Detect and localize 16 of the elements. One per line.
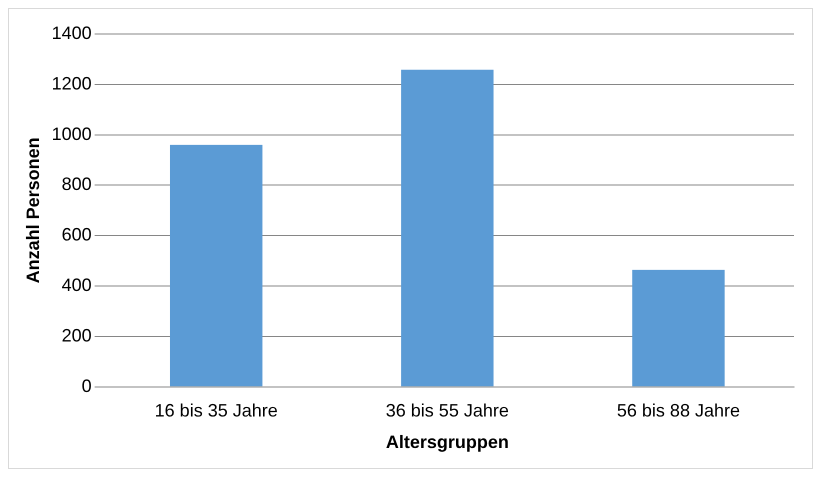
x-tick-label: 16 bis 35 Jahre [154,400,278,421]
x-axis-title: Altersgruppen [386,432,509,452]
bar [632,270,725,386]
bar [170,144,262,386]
x-tick-label: 56 bis 88 Jahre [616,400,740,421]
y-tick-label: 1400 [52,22,92,43]
y-tick-label: 200 [62,325,92,346]
y-tick-label: 800 [62,174,92,194]
bar [401,70,494,386]
x-tick-label: 36 bis 55 Jahre [386,400,509,421]
y-tick-label: 400 [62,274,92,295]
y-tick-label: 1000 [52,124,92,144]
y-axis-title: Anzahl Personen [22,137,43,284]
y-tick-label: 1200 [52,73,92,94]
y-tick-label: 0 [82,376,92,396]
y-tick-label: 600 [62,224,92,245]
